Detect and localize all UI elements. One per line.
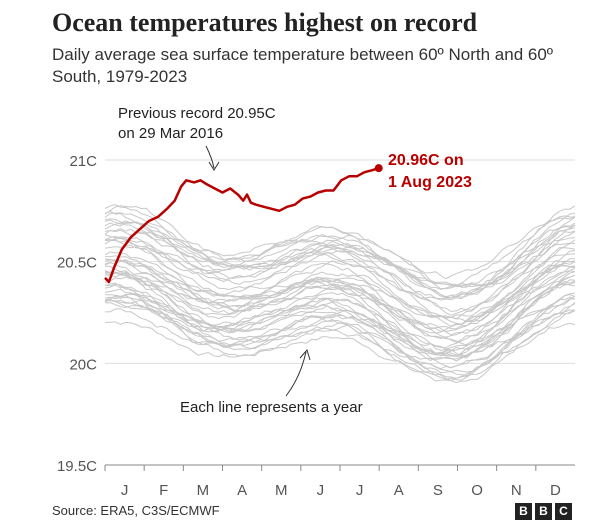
- chart-subtitle: Daily average sea surface temperature be…: [52, 45, 553, 86]
- year-line: [104, 259, 576, 332]
- bbc-logo-letter: B: [535, 503, 552, 520]
- year-line: [104, 302, 576, 377]
- latest-point-marker: [374, 164, 383, 173]
- year-line: [104, 210, 576, 299]
- year-line: [104, 271, 576, 359]
- year-line: [104, 258, 576, 325]
- annotation-previous-record: on 29 Mar 2016: [118, 125, 223, 142]
- annotation-arrowhead: [299, 348, 311, 361]
- year-line: [104, 298, 576, 373]
- year-line: [104, 267, 576, 336]
- bbc-logo: B B C: [515, 503, 572, 520]
- series-line-2023: [104, 166, 380, 284]
- bbc-logo-letter: C: [555, 503, 572, 520]
- annotations: Previous record 20.95C on 29 Mar 2016 20.9…: [118, 105, 472, 416]
- annotation-arrow: [285, 351, 307, 397]
- annotation-current-record: 20.96C on: [388, 152, 464, 169]
- year-line: [104, 258, 576, 323]
- y-tick-label: 20.5C: [57, 255, 97, 272]
- annotation-previous-record: Previous record 20.95C: [118, 105, 276, 122]
- year-line: [104, 283, 576, 357]
- year-line: [104, 215, 576, 287]
- year-line: [104, 288, 576, 362]
- year-line: [104, 299, 576, 357]
- year-line: [104, 230, 576, 320]
- year-line: [104, 221, 576, 312]
- x-tick-label: M: [197, 482, 210, 499]
- x-tick-label: A: [394, 482, 404, 499]
- year-line: [104, 237, 576, 300]
- year-line: [104, 299, 576, 370]
- y-tick-label: 20C: [69, 356, 97, 373]
- chart-title: Ocean temperatures highest on record: [52, 8, 478, 37]
- highlight-series-2023: [104, 164, 383, 284]
- year-line: [104, 246, 576, 319]
- y-tick-label: 19.5C: [57, 458, 97, 475]
- year-line: [104, 280, 576, 356]
- source-note: Source: ERA5, C3S/ECMWF: [52, 503, 220, 518]
- annotation-arrowhead: [208, 161, 220, 171]
- background-year-lines: [104, 204, 576, 384]
- x-tick-label: J: [356, 482, 364, 499]
- year-line: [104, 296, 576, 379]
- annotation-each-line: Each line represents a year: [180, 399, 363, 416]
- year-line: [104, 212, 576, 298]
- year-line: [104, 205, 576, 288]
- y-axis-ticks: 19.5C 20C 20.5C 21C: [57, 153, 97, 475]
- year-line: [104, 220, 576, 290]
- annotation-current-record: 1 Aug 2023: [388, 174, 472, 191]
- year-line: [104, 204, 576, 280]
- x-tick-label: O: [471, 482, 483, 499]
- x-tick-label: J: [317, 482, 325, 499]
- annotation-arrow: [205, 145, 215, 169]
- year-line: [104, 255, 576, 330]
- x-tick-label: A: [237, 482, 247, 499]
- x-tick-label: F: [159, 482, 168, 499]
- bbc-logo-letter: B: [515, 503, 532, 520]
- x-tick-label: N: [511, 482, 522, 499]
- x-tick-label: S: [433, 482, 443, 499]
- x-tick-label: M: [275, 482, 288, 499]
- y-tick-label: 21C: [69, 153, 97, 170]
- x-tick-label: D: [550, 482, 561, 499]
- year-line: [104, 235, 576, 327]
- x-tick-label: J: [121, 482, 129, 499]
